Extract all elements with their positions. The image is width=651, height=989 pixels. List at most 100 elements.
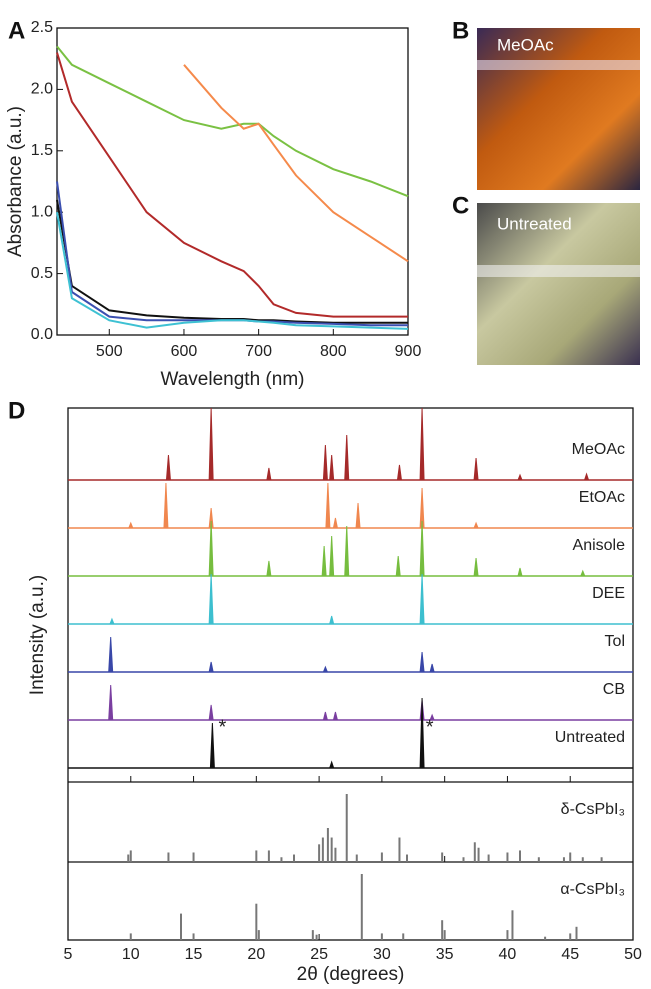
trace-peak [329,535,335,577]
series-line [56,199,408,324]
trace-peak [108,684,114,721]
trace-peak [208,661,214,673]
x-tick-label: 500 [96,343,123,360]
legend-label: DEE [592,585,625,602]
panel-label: A [8,17,25,44]
trace-peak [209,722,215,769]
trace-peak [473,457,479,481]
trace-peak [332,711,339,721]
trace-peak [396,464,403,481]
trace-peak [208,520,214,577]
x-tick-label: 900 [395,343,422,360]
y-tick-label: 2.5 [31,19,53,36]
trace-peak [583,472,590,481]
x-tick-label: 30 [373,946,391,963]
y-tick-label: 0.0 [31,326,53,343]
y-tick-label: 2.0 [31,81,53,98]
photo-glare [477,265,640,277]
trace-peak [322,665,329,673]
plot-frame [67,407,634,941]
trace-peak [322,444,328,481]
x-tick-label: 600 [171,343,198,360]
legend-label: Tol [605,633,625,650]
photo [477,28,640,190]
trace-peak [344,434,350,481]
x-tick-label: 25 [310,946,328,963]
y-tick-label: 0.5 [31,265,53,282]
trace-peak [163,482,169,529]
trace-peak [165,454,171,481]
series-line [56,181,408,327]
panel-label: D [8,397,25,424]
x-tick-label: 40 [499,946,517,963]
trace-peak [109,617,115,625]
trace-peak [329,454,335,481]
annotation: * [426,716,434,738]
trace-peak [473,521,479,529]
y-axis-label: Intensity (a.u.) [27,575,48,695]
legend-label: EtOAc [579,489,625,506]
trace-peak [329,615,335,625]
x-tick-label: 800 [320,343,347,360]
trace-peak [128,521,134,529]
x-tick-label: 35 [436,946,454,963]
trace-peak [429,713,435,721]
series-line [56,45,409,198]
legend-label: CB [603,681,625,698]
x-tick-label: 45 [561,946,579,963]
annotation: * [219,716,227,738]
trace-peak [322,711,329,721]
y-tick-label: 1.5 [31,142,53,159]
panel-label: C [452,192,469,219]
trace-peak [332,517,339,529]
x-tick-label: 20 [247,946,265,963]
trace-peak [395,555,401,577]
trace-peak [419,407,425,481]
photo-glare [477,60,640,70]
photo [477,203,640,365]
trace-peak [419,697,425,769]
series-line [56,212,409,330]
reference-label: δ-CsPbI₃ [561,801,625,818]
x-tick-label: 700 [245,343,272,360]
trace-peak [208,704,214,721]
trace-peak [419,651,425,673]
x-tick-label: 50 [624,946,642,963]
trace-peak [325,482,331,529]
photo-caption: MeOAc [497,35,554,54]
trace-peak [328,760,335,769]
x-tick-label: 5 [64,946,73,963]
trace-peak [429,663,435,673]
photo-caption: Untreated [497,214,572,233]
trace-peak [419,573,425,625]
trace-peak [419,520,425,577]
y-axis-label: Absorbance (a.u.) [5,106,26,257]
trace-peak [355,502,361,529]
trace-peak [321,545,327,577]
x-axis-label: Wavelength (nm) [161,369,305,390]
panel-label: B [452,17,469,44]
trace-peak [580,569,586,577]
legend-label: MeOAc [572,441,625,458]
trace-peak [517,567,523,577]
trace-peak [266,560,272,577]
x-tick-label: 10 [122,946,140,963]
x-tick-label: 15 [185,946,203,963]
series-line [56,52,408,318]
series-line [183,64,409,263]
reference-label: α-CsPbI₃ [560,881,625,898]
y-tick-label: 1.0 [31,203,53,220]
trace-peak [208,407,214,481]
trace-peak [108,636,114,673]
trace-peak [473,557,479,577]
trace-peak [266,467,272,481]
legend-label: Untreated [555,729,625,746]
plot-frame [56,27,409,336]
trace-peak [344,525,350,577]
x-axis-label: 2θ (degrees) [297,964,405,984]
legend-label: Anisole [573,537,626,554]
trace-peak [208,573,214,625]
trace-peak [517,473,523,481]
